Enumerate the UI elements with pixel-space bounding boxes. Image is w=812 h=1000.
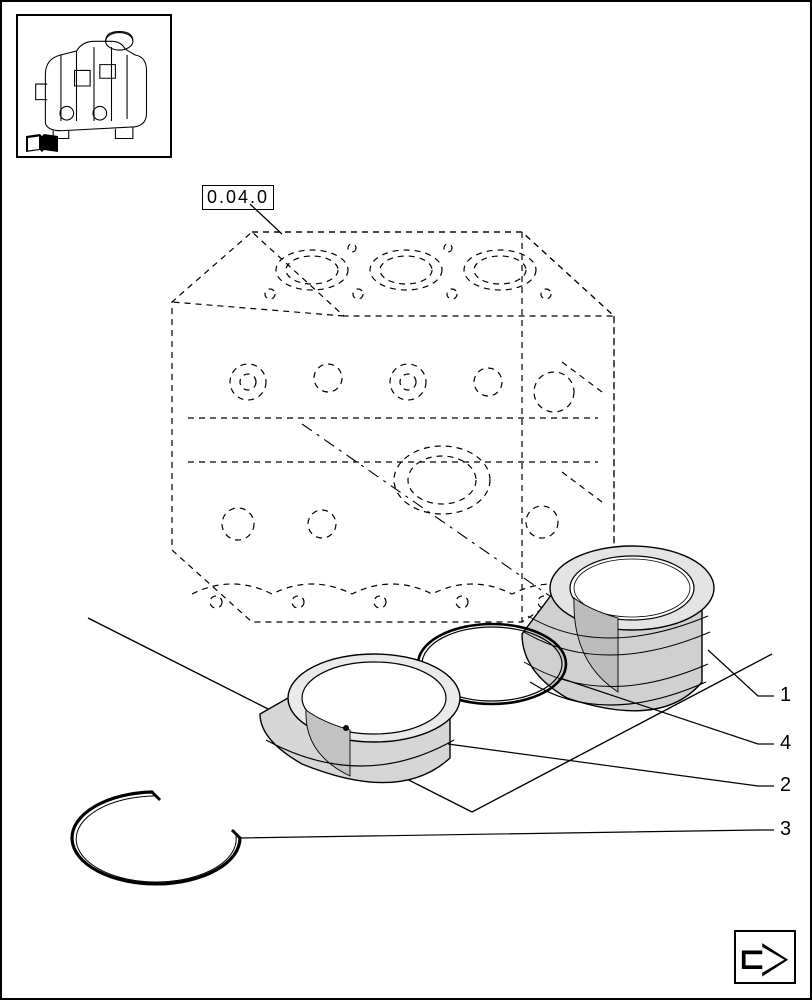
- callout-4: 4: [780, 732, 791, 755]
- crankcase-outline: [172, 232, 614, 622]
- callout-3: 3: [780, 818, 791, 841]
- exploded-diagram: 1 4 2 3: [2, 162, 812, 942]
- callout-1: 1: [780, 684, 791, 707]
- page-frame: 0.04.0: [0, 0, 812, 1000]
- part-outer-sleeve: [522, 546, 714, 711]
- callout-2: 2: [780, 774, 791, 797]
- next-page-button[interactable]: [734, 930, 796, 984]
- part-snap-ring: [72, 792, 240, 884]
- manual-icon: [24, 132, 60, 154]
- part-inner-bushing: [260, 654, 460, 783]
